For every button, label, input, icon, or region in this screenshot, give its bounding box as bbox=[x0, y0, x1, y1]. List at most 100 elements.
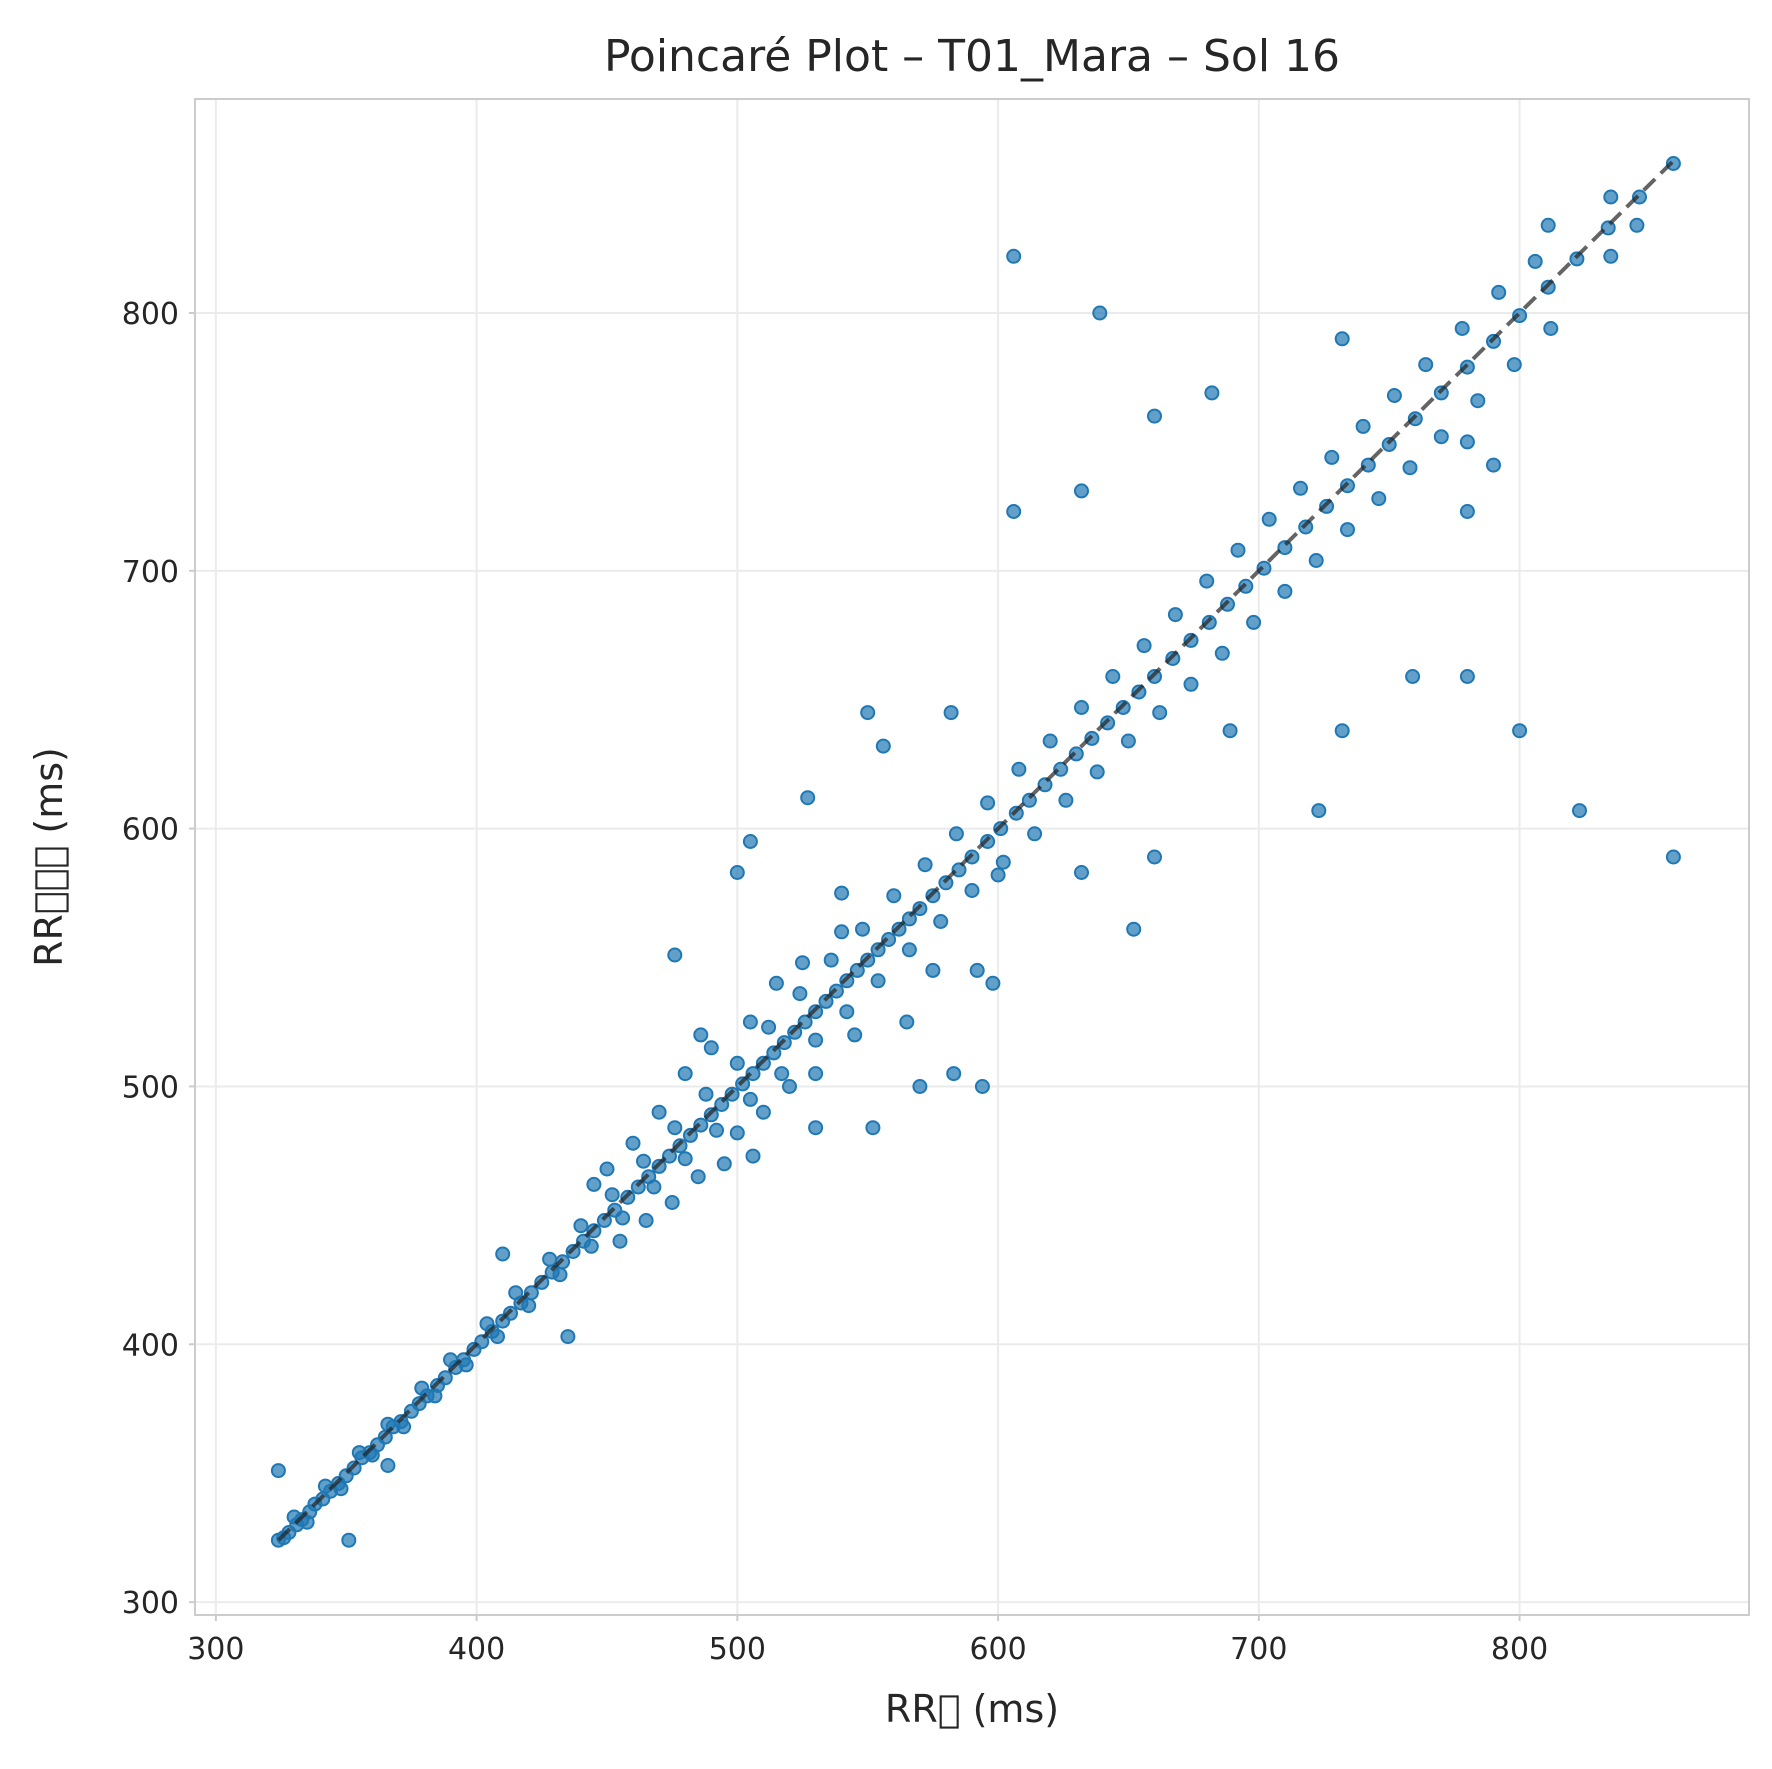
data-point bbox=[969, 962, 985, 978]
data-point bbox=[875, 738, 891, 754]
data-point bbox=[1277, 583, 1293, 599]
data-point bbox=[1042, 733, 1058, 749]
data-point bbox=[1246, 614, 1262, 630]
data-point bbox=[985, 975, 1001, 991]
x-tick-label: 800 bbox=[1491, 1632, 1548, 1667]
data-point bbox=[583, 1238, 599, 1254]
data-point bbox=[808, 1120, 824, 1136]
data-point bbox=[782, 1079, 797, 1094]
data-point bbox=[1105, 669, 1121, 684]
data-point bbox=[1120, 733, 1136, 749]
data-point bbox=[1459, 669, 1475, 684]
data-point bbox=[638, 1213, 654, 1228]
data-point bbox=[1486, 457, 1501, 473]
data-point bbox=[1222, 723, 1238, 739]
data-point bbox=[351, 1445, 367, 1461]
data-point bbox=[1629, 217, 1645, 233]
data-point bbox=[427, 1388, 443, 1404]
data-point bbox=[943, 705, 959, 721]
data-point bbox=[1074, 865, 1089, 880]
y-axis-label: RR    (ms) bbox=[27, 747, 71, 967]
data-point bbox=[1167, 607, 1183, 623]
data-point bbox=[964, 883, 980, 898]
x-tick-label: 600 bbox=[969, 1632, 1026, 1667]
data-point bbox=[521, 1298, 537, 1314]
data-point bbox=[443, 1352, 458, 1368]
y-tick-label: 400 bbox=[122, 1328, 179, 1363]
data-point bbox=[808, 1032, 824, 1048]
data-point bbox=[1386, 388, 1402, 403]
data-point bbox=[1027, 826, 1043, 842]
data-point bbox=[1214, 645, 1230, 661]
data-point bbox=[980, 795, 996, 811]
data-point bbox=[1543, 321, 1559, 336]
data-point bbox=[1324, 449, 1340, 465]
data-point bbox=[270, 1463, 286, 1479]
data-point bbox=[1230, 542, 1246, 558]
data-point bbox=[1147, 849, 1162, 865]
data-point bbox=[729, 865, 745, 880]
data-point bbox=[839, 1004, 855, 1020]
data-point bbox=[745, 1148, 761, 1164]
data-point bbox=[1074, 700, 1089, 715]
data-point bbox=[974, 1079, 990, 1094]
data-point bbox=[1152, 705, 1168, 721]
data-point bbox=[625, 1135, 641, 1151]
data-point bbox=[1459, 434, 1475, 450]
identity-line bbox=[277, 159, 1675, 1542]
data-point bbox=[604, 1187, 620, 1203]
data-point bbox=[1355, 418, 1371, 434]
data-point bbox=[1512, 723, 1528, 739]
data-point bbox=[1665, 849, 1681, 865]
data-point bbox=[774, 1066, 790, 1082]
x-tick-label: 300 bbox=[187, 1632, 244, 1667]
data-point bbox=[1308, 553, 1324, 568]
data-point bbox=[703, 1040, 719, 1056]
data-point bbox=[1418, 357, 1434, 373]
data-point bbox=[1527, 253, 1543, 269]
x-tick-label: 500 bbox=[709, 1632, 766, 1667]
data-point bbox=[677, 1066, 693, 1082]
data-point bbox=[508, 1285, 524, 1301]
data-point bbox=[677, 1151, 693, 1167]
data-point bbox=[646, 1179, 662, 1195]
data-point bbox=[1454, 321, 1470, 336]
data-point bbox=[599, 1161, 615, 1177]
data-point bbox=[716, 1156, 732, 1172]
data-point bbox=[1089, 764, 1105, 780]
data-point bbox=[834, 885, 850, 901]
data-point bbox=[899, 1014, 915, 1030]
y-tick-label: 300 bbox=[122, 1586, 179, 1621]
data-point bbox=[317, 1478, 333, 1494]
data-point bbox=[1334, 331, 1350, 347]
data-point bbox=[742, 834, 758, 849]
data-point bbox=[458, 1357, 474, 1373]
data-point bbox=[693, 1027, 709, 1043]
data-point bbox=[823, 952, 839, 968]
data-point bbox=[573, 1218, 589, 1234]
data-point bbox=[1603, 248, 1619, 264]
data-point bbox=[792, 986, 808, 1002]
data-point bbox=[948, 826, 964, 842]
data-point bbox=[1311, 803, 1327, 819]
data-point bbox=[690, 1169, 706, 1185]
data-point bbox=[1074, 483, 1089, 499]
data-point bbox=[901, 942, 917, 958]
data-point bbox=[586, 1176, 602, 1192]
data-point bbox=[795, 955, 810, 971]
data-point bbox=[560, 1329, 576, 1345]
data-point bbox=[1006, 504, 1022, 519]
data-point bbox=[1470, 393, 1486, 409]
data-point bbox=[1293, 480, 1308, 496]
data-point bbox=[380, 1458, 396, 1473]
data-point bbox=[870, 973, 886, 989]
data-point bbox=[341, 1532, 357, 1548]
data-point bbox=[1433, 429, 1449, 445]
data-point bbox=[729, 1055, 745, 1071]
x-tick-label: 400 bbox=[448, 1632, 505, 1667]
data-point bbox=[333, 1481, 349, 1497]
data-point bbox=[1506, 357, 1522, 373]
data-point bbox=[1603, 189, 1619, 205]
data-point bbox=[808, 1066, 824, 1082]
